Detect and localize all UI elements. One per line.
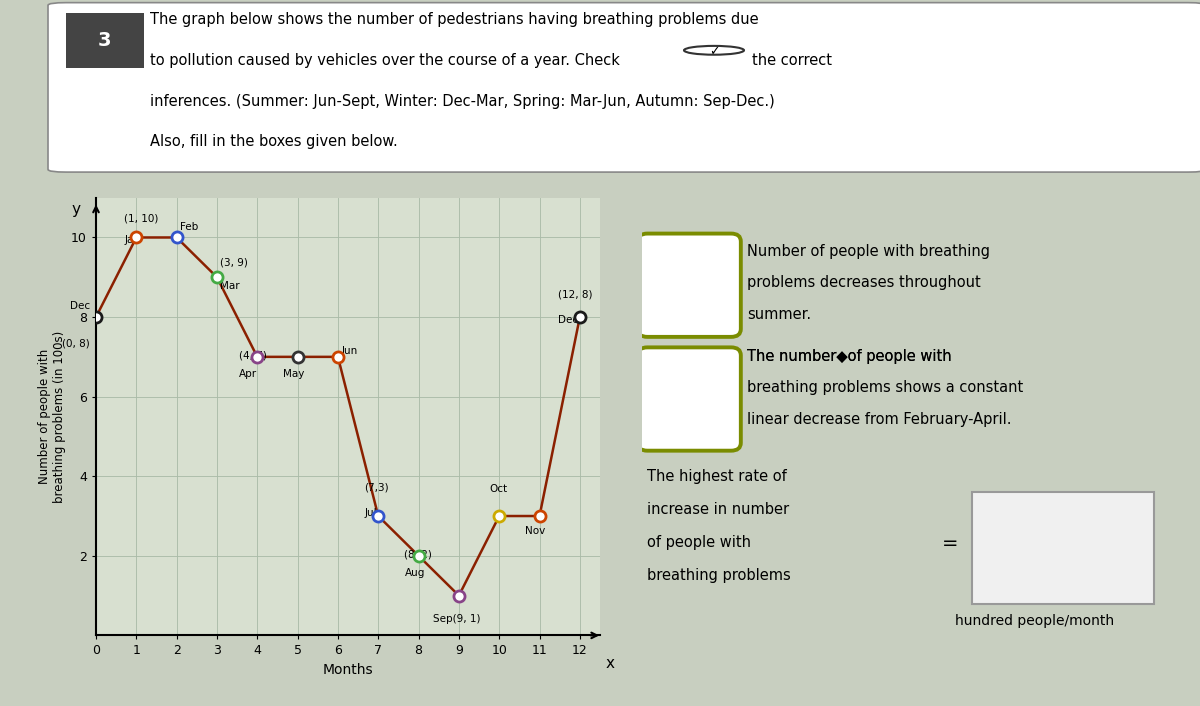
Circle shape [684,46,744,55]
Text: (12, 8): (12, 8) [558,289,592,299]
FancyBboxPatch shape [48,3,1200,172]
Text: Number of people with breathing: Number of people with breathing [748,244,990,258]
Text: of people with: of people with [648,534,751,550]
Text: Feb: Feb [180,222,198,232]
Text: The graph below shows the number of pedestrians having breathing problems due: The graph below shows the number of pede… [150,12,758,28]
Text: to pollution caused by vehicles over the course of a year. Check: to pollution caused by vehicles over the… [150,53,620,68]
Text: Apr: Apr [239,369,257,379]
Text: Dec: Dec [70,301,90,311]
Text: Dec: Dec [558,315,577,325]
Text: linear decrease from February-April.: linear decrease from February-April. [748,412,1012,426]
Text: Nov: Nov [526,526,546,536]
Text: breathing problems shows a constant: breathing problems shows a constant [748,381,1024,395]
Text: Jan: Jan [125,236,140,246]
FancyBboxPatch shape [972,492,1154,604]
Text: (1, 10): (1, 10) [125,213,158,224]
Text: Mar: Mar [220,281,240,292]
Text: ✓: ✓ [709,46,719,59]
Text: summer.: summer. [748,306,811,322]
Text: 3: 3 [97,31,112,50]
Text: hundred people/month: hundred people/month [955,614,1115,628]
Text: y: y [71,202,80,217]
Text: Aug: Aug [404,568,425,578]
Text: (4, 7): (4, 7) [239,351,268,361]
Text: The number◆of people with: The number◆of people with [748,349,952,364]
FancyBboxPatch shape [66,13,144,68]
Text: Jul: Jul [364,508,377,518]
Text: inferences. (Summer: Jun-Sept, Winter: Dec-Mar, Spring: Mar-Jun, Autumn: Sep-Dec: inferences. (Summer: Jun-Sept, Winter: D… [150,93,775,109]
Text: The number◆of people with: The number◆of people with [748,349,952,364]
Text: (7,3): (7,3) [364,482,389,492]
Text: Sep(9, 1): Sep(9, 1) [433,614,480,623]
Text: =: = [942,534,958,553]
FancyBboxPatch shape [637,234,740,337]
Y-axis label: Number of people with
breathing problems (in 100s): Number of people with breathing problems… [37,330,66,503]
FancyBboxPatch shape [637,347,740,450]
X-axis label: Months: Months [323,663,373,677]
Text: breathing problems: breathing problems [648,568,791,582]
Text: Also, fill in the boxes given below.: Also, fill in the boxes given below. [150,134,397,149]
Text: x: x [606,656,614,671]
Text: Jun: Jun [341,346,358,356]
Text: problems decreases throughout: problems decreases throughout [748,275,982,290]
Text: Oct: Oct [490,484,508,494]
Text: increase in number: increase in number [648,502,790,517]
Text: May: May [283,369,305,379]
Text: (8, 2): (8, 2) [404,550,432,560]
Text: The highest rate of: The highest rate of [648,469,787,484]
Text: the correct: the correct [752,53,833,68]
Text: (3, 9): (3, 9) [220,257,248,268]
Text: (0, 8): (0, 8) [62,339,90,349]
